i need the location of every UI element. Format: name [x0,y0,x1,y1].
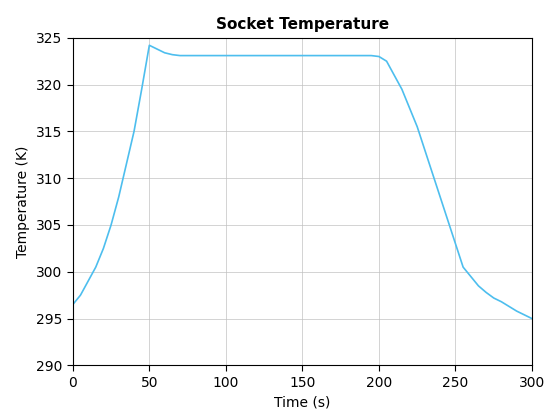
Y-axis label: Temperature (K): Temperature (K) [16,145,30,258]
X-axis label: Time (s): Time (s) [274,395,330,410]
Title: Socket Temperature: Socket Temperature [216,18,389,32]
